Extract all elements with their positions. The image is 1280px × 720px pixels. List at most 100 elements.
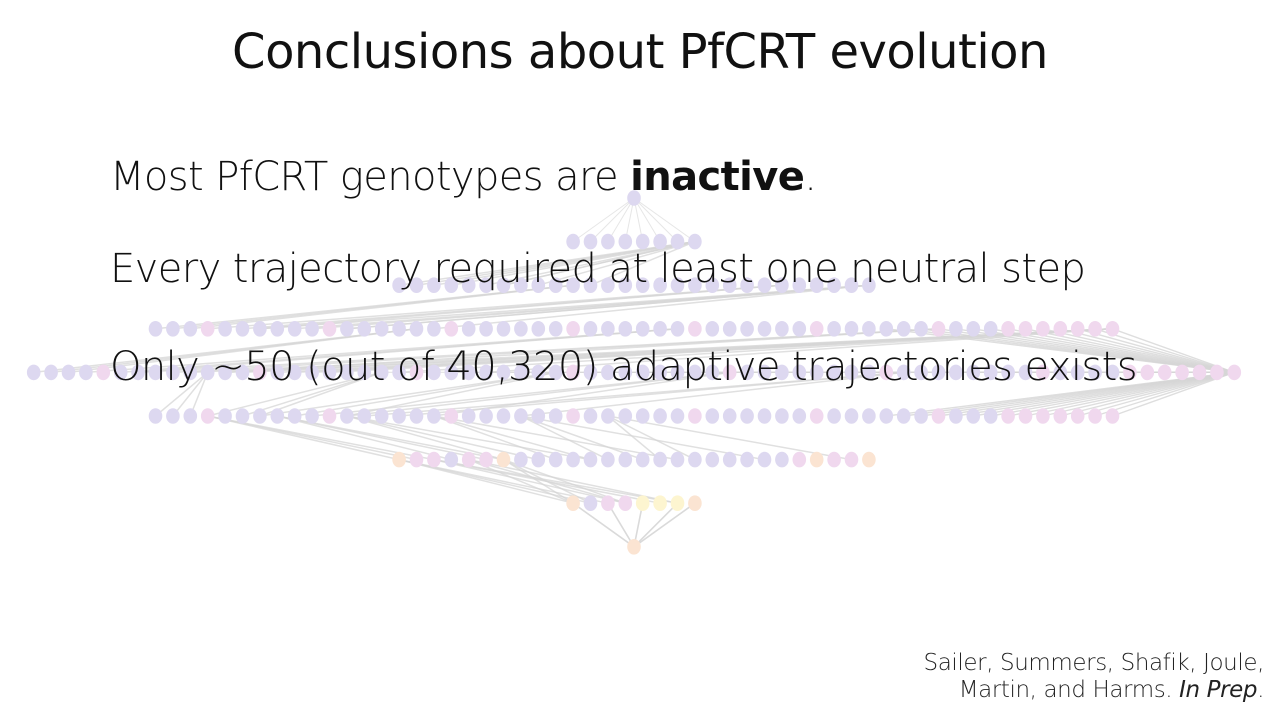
network-edge xyxy=(607,415,852,461)
genotype-node xyxy=(618,321,633,337)
genotype-node xyxy=(566,451,580,468)
genotype-node xyxy=(479,451,493,468)
network-edge xyxy=(172,371,209,417)
genotype-node xyxy=(44,364,58,381)
genotype-node xyxy=(827,277,841,294)
genotype-node xyxy=(618,408,633,424)
network-edge xyxy=(503,458,574,504)
genotype-node xyxy=(792,364,807,381)
genotype-node xyxy=(1070,408,1085,424)
genotype-node xyxy=(113,364,128,381)
genotype-node xyxy=(722,364,737,381)
genotype-node xyxy=(618,451,633,468)
genotype-node xyxy=(531,277,546,294)
genotype-node xyxy=(688,321,702,337)
genotype-node xyxy=(548,277,563,294)
genotype-node xyxy=(722,408,737,424)
genotype-node xyxy=(670,277,685,294)
genotype-node xyxy=(1088,364,1102,381)
network-edge xyxy=(633,197,696,243)
genotype-node xyxy=(531,364,546,381)
genotype-node xyxy=(966,321,981,337)
genotype-node xyxy=(218,408,232,424)
genotype-node xyxy=(270,321,285,337)
genotype-node xyxy=(409,451,424,468)
genotype-node xyxy=(653,451,667,468)
genotype-node xyxy=(862,451,876,468)
genotype-node xyxy=(635,277,650,294)
network-edge xyxy=(189,372,209,417)
genotype-node xyxy=(827,408,841,424)
genotype-node xyxy=(566,408,580,424)
network-edge xyxy=(172,284,574,330)
genotype-node xyxy=(792,451,807,468)
network-edge xyxy=(138,328,678,374)
network-edge xyxy=(1042,371,1235,417)
genotype-node xyxy=(305,408,319,424)
genotype-node xyxy=(722,321,737,337)
genotype-node xyxy=(670,321,685,337)
genotype-node xyxy=(705,277,720,294)
genotype-node xyxy=(635,495,650,512)
genotype-node xyxy=(1070,321,1085,337)
genotype-node xyxy=(496,364,511,381)
genotype-node xyxy=(566,364,580,381)
genotype-node xyxy=(688,277,702,294)
genotype-node xyxy=(531,321,546,337)
genotype-node xyxy=(548,408,563,424)
genotype-node xyxy=(862,364,876,381)
network-edge xyxy=(1112,371,1235,417)
network-edge xyxy=(399,371,904,417)
network-edge xyxy=(277,415,452,461)
genotype-node xyxy=(914,321,928,337)
genotype-node xyxy=(670,495,685,512)
genotype-node xyxy=(688,451,702,468)
genotype-node xyxy=(792,277,807,294)
genotype-node xyxy=(183,364,198,381)
network-edge xyxy=(416,240,696,286)
genotype-node xyxy=(287,321,302,337)
network-edge xyxy=(633,197,661,242)
network-edge xyxy=(572,502,635,548)
genotype-node xyxy=(392,408,406,424)
network-edge xyxy=(607,415,661,461)
genotype-node xyxy=(514,364,528,381)
genotype-node xyxy=(931,321,946,337)
genotype-node xyxy=(566,277,580,294)
genotype-node xyxy=(635,233,650,250)
genotype-node xyxy=(740,277,754,294)
bullet-neutral-step: Every trajectory required at least one n… xyxy=(110,246,1086,292)
citation-line-2: Martin, and Harms. In Prep. xyxy=(924,677,1265,704)
genotype-node xyxy=(392,321,406,337)
genotype-node xyxy=(844,451,859,468)
genotype-node xyxy=(949,408,963,424)
network-edge xyxy=(607,502,635,548)
network-edge xyxy=(346,415,539,461)
network-edge xyxy=(607,415,696,461)
genotype-node xyxy=(827,451,841,468)
citation: Sailer, Summers, Shafik, Joule, Martin, … xyxy=(924,650,1265,704)
genotype-node xyxy=(270,408,285,424)
genotype-node xyxy=(357,408,372,424)
genotype-node xyxy=(618,277,633,294)
genotype-node xyxy=(775,277,789,294)
genotype-node xyxy=(496,321,511,337)
network-edge xyxy=(1094,328,1235,374)
genotype-node xyxy=(340,364,354,381)
genotype-node xyxy=(26,364,41,381)
network-edge xyxy=(346,415,504,461)
genotype-node xyxy=(705,451,720,468)
genotype-node xyxy=(618,364,633,381)
genotype-node xyxy=(618,495,633,512)
network-edge xyxy=(607,197,635,242)
network-edge xyxy=(633,502,696,548)
genotype-node xyxy=(635,321,650,337)
genotype-node xyxy=(531,451,546,468)
genotype-node xyxy=(392,451,406,468)
genotype-node xyxy=(896,321,911,337)
genotype-node xyxy=(409,321,424,337)
genotype-node xyxy=(566,495,580,512)
genotype-node xyxy=(705,321,720,337)
bullet-adaptive-trajectories: Only ~50 (out of 40,320) adaptive trajec… xyxy=(110,344,1138,390)
